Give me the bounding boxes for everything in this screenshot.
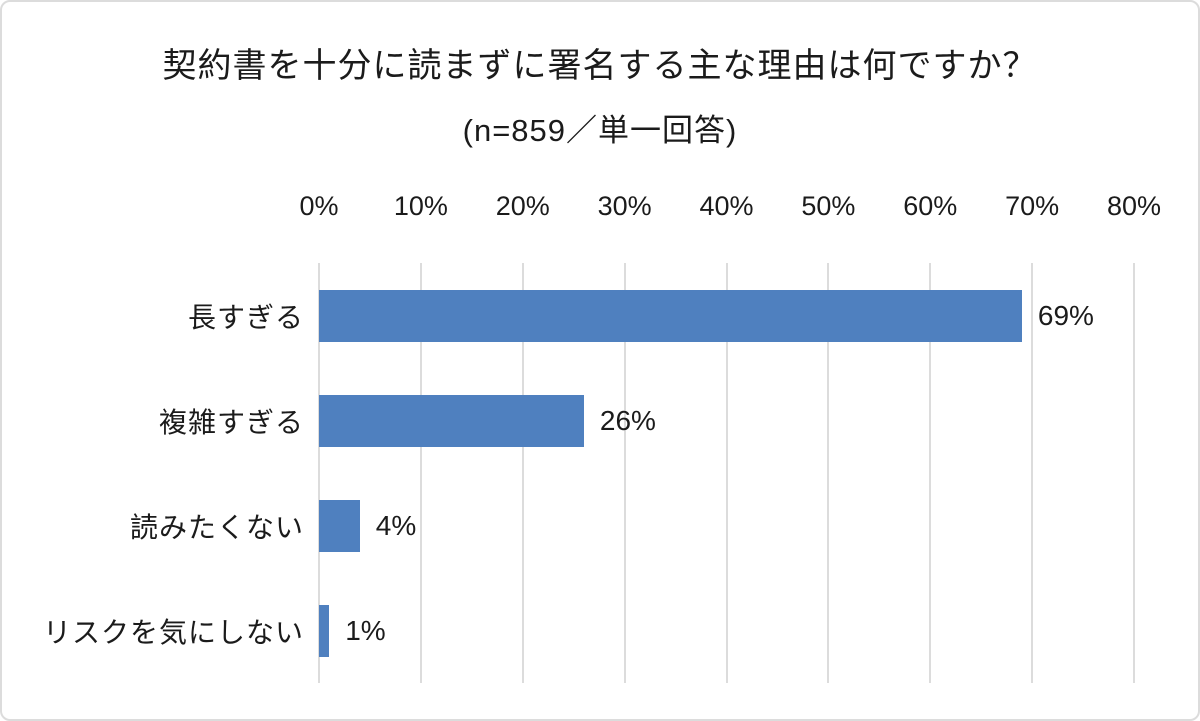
x-tick-label: 60%	[903, 191, 958, 221]
gridline	[929, 263, 932, 683]
x-tick-label: 0%	[299, 191, 339, 221]
gridline	[521, 263, 524, 683]
bar	[319, 394, 584, 447]
category-label: リスクを気にしない	[42, 616, 304, 648]
bar-row: リスクを気にしない 1%	[20, 578, 1180, 683]
gridline	[318, 263, 320, 683]
bar	[319, 499, 360, 552]
x-tick-label: 80%	[1106, 191, 1162, 221]
x-tick-label: 70%	[1005, 191, 1060, 221]
bar-row: 読みたくない 4%	[20, 473, 1180, 578]
gridline	[725, 263, 728, 683]
x-tick-label: 50%	[801, 191, 856, 221]
x-axis: 0% 10% 20% 30% 40% 50% 60% 70% 80%	[299, 191, 1161, 227]
x-tick-label: 10%	[393, 191, 448, 221]
x-tick-label: 30%	[597, 191, 652, 221]
plot-area	[318, 263, 1135, 683]
gridline	[827, 263, 830, 683]
category-label: 読みたくない	[129, 511, 304, 543]
category-label: 複雑すぎる	[158, 406, 304, 438]
bar	[319, 289, 1022, 342]
gridline	[1031, 263, 1034, 683]
gridline	[623, 263, 626, 683]
bar-value-label: 26%	[599, 404, 656, 436]
x-tick-label: 20%	[495, 191, 550, 221]
bar-value-label: 1%	[345, 614, 386, 646]
bar-value-label: 69%	[1037, 299, 1094, 331]
x-tick-label: 40%	[699, 191, 754, 221]
chart-title: 契約書を十分に読まずに署名する主な理由は何ですか？	[162, 47, 1038, 85]
bar-row: 複雑すぎる 26%	[20, 368, 1180, 473]
category-label: 長すぎる	[187, 301, 304, 333]
gridline	[1133, 263, 1135, 683]
chart-subtitle: (n=859／単一回答)	[462, 113, 738, 148]
gridline	[419, 263, 422, 683]
bar-row: 長すぎる 69%	[20, 263, 1180, 368]
bar-value-label: 4%	[375, 509, 417, 541]
bar	[319, 604, 330, 657]
